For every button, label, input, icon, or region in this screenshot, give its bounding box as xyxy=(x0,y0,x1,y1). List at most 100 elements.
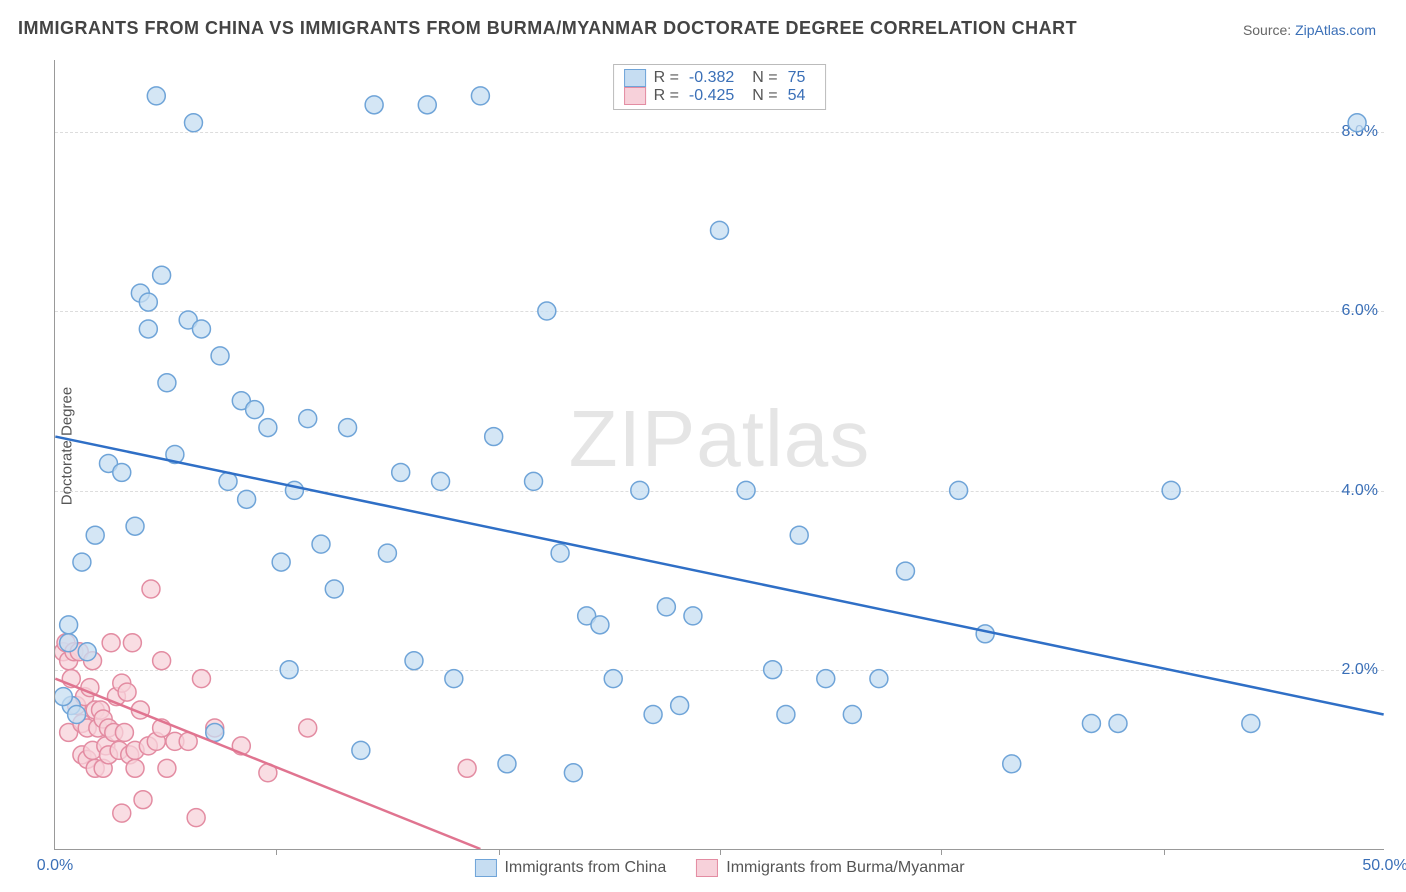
data-point xyxy=(790,526,808,544)
swatch-china xyxy=(624,69,646,87)
data-point xyxy=(299,719,317,737)
data-point xyxy=(115,723,133,741)
data-point xyxy=(312,535,330,553)
data-point xyxy=(671,697,689,715)
data-point xyxy=(272,553,290,571)
swatch-burma xyxy=(624,87,646,105)
data-point xyxy=(60,634,78,652)
data-point xyxy=(950,481,968,499)
data-point xyxy=(843,706,861,724)
data-point xyxy=(777,706,795,724)
source-site: ZipAtlas.com xyxy=(1295,22,1376,38)
n-label: N = xyxy=(752,69,777,87)
plot-svg xyxy=(55,60,1384,849)
data-point xyxy=(432,472,450,490)
data-point xyxy=(471,87,489,105)
data-point xyxy=(123,634,141,652)
data-point xyxy=(525,472,543,490)
chart-plot-area: ZIPatlas R = -0.382 N = 75 R = -0.425 N … xyxy=(54,60,1384,850)
data-point xyxy=(339,419,357,437)
data-point xyxy=(192,320,210,338)
data-point xyxy=(153,266,171,284)
data-point xyxy=(485,428,503,446)
data-point xyxy=(896,562,914,580)
data-point xyxy=(139,293,157,311)
correlation-legend-box: R = -0.382 N = 75 R = -0.425 N = 54 xyxy=(613,64,827,110)
x-tick-mark xyxy=(1164,849,1165,855)
data-point xyxy=(78,643,96,661)
r-label: R = xyxy=(654,87,679,105)
data-point xyxy=(86,526,104,544)
series-name-burma: Immigrants from Burma/Myanmar xyxy=(726,859,964,877)
data-point xyxy=(73,553,91,571)
data-point xyxy=(134,791,152,809)
data-point xyxy=(246,401,264,419)
data-point xyxy=(591,616,609,634)
x-tick-mark xyxy=(276,849,277,855)
data-point xyxy=(60,616,78,634)
data-point xyxy=(184,114,202,132)
data-point xyxy=(211,347,229,365)
data-point xyxy=(142,580,160,598)
data-point xyxy=(113,463,131,481)
data-point xyxy=(405,652,423,670)
data-point xyxy=(126,517,144,535)
n-label: N = xyxy=(752,87,777,105)
data-point xyxy=(711,221,729,239)
series-legend: Immigrants from China Immigrants from Bu… xyxy=(474,859,964,877)
data-point xyxy=(458,759,476,777)
data-point xyxy=(418,96,436,114)
n-value-china: 75 xyxy=(788,69,806,87)
data-point xyxy=(538,302,556,320)
data-point xyxy=(187,809,205,827)
data-point xyxy=(102,634,120,652)
x-tick-label: 0.0% xyxy=(37,857,73,875)
data-point xyxy=(158,759,176,777)
data-point xyxy=(631,481,649,499)
data-point xyxy=(1162,481,1180,499)
swatch-burma-bottom xyxy=(696,859,718,877)
data-point xyxy=(68,706,86,724)
r-label: R = xyxy=(654,69,679,87)
r-value-burma: -0.425 xyxy=(689,87,734,105)
data-point xyxy=(378,544,396,562)
data-point xyxy=(870,670,888,688)
legend-item-china: Immigrants from China xyxy=(474,859,666,877)
data-point xyxy=(113,804,131,822)
regression-line xyxy=(55,437,1383,715)
data-point xyxy=(153,652,171,670)
data-point xyxy=(684,607,702,625)
data-point xyxy=(158,374,176,392)
legend-row-china: R = -0.382 N = 75 xyxy=(624,69,816,87)
data-point xyxy=(325,580,343,598)
data-point xyxy=(764,661,782,679)
data-point xyxy=(498,755,516,773)
data-point xyxy=(118,683,136,701)
data-point xyxy=(445,670,463,688)
x-tick-mark xyxy=(941,849,942,855)
data-point xyxy=(126,759,144,777)
data-point xyxy=(392,463,410,481)
data-point xyxy=(737,481,755,499)
regression-line xyxy=(55,679,480,849)
n-value-burma: 54 xyxy=(788,87,806,105)
source-attribution: Source: ZipAtlas.com xyxy=(1243,22,1376,38)
data-point xyxy=(299,410,317,428)
data-point xyxy=(365,96,383,114)
data-point xyxy=(147,87,165,105)
chart-title: IMMIGRANTS FROM CHINA VS IMMIGRANTS FROM… xyxy=(18,18,1077,39)
swatch-china-bottom xyxy=(474,859,496,877)
data-point xyxy=(139,320,157,338)
data-point xyxy=(1242,714,1260,732)
data-point xyxy=(55,688,72,706)
data-point xyxy=(604,670,622,688)
data-point xyxy=(238,490,256,508)
data-point xyxy=(352,741,370,759)
data-point xyxy=(1348,114,1366,132)
data-point xyxy=(551,544,569,562)
data-point xyxy=(1082,714,1100,732)
legend-row-burma: R = -0.425 N = 54 xyxy=(624,87,816,105)
source-label: Source: xyxy=(1243,22,1295,38)
data-point xyxy=(1109,714,1127,732)
series-name-china: Immigrants from China xyxy=(504,859,666,877)
